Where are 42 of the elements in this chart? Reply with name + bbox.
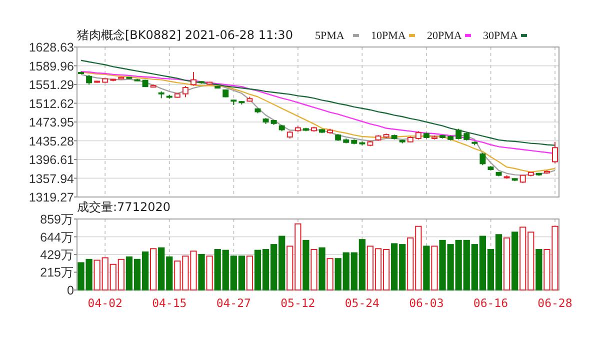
bar [246,256,254,290]
y-tick-label: 859万 [40,212,74,226]
bar [326,258,334,290]
legend-label: 20PMA [427,30,462,42]
chart-title: 猪肉概念[BK0882] 2021-06-28 11:30 [77,28,293,42]
bar [198,254,205,290]
y-tick-label: 1357.94 [28,172,74,186]
x-tick-label: 04-27 [216,296,252,310]
x-tick-label: 04-15 [152,296,187,310]
y-tick-label: 644万 [40,230,74,244]
legend-label: 5PMA [315,30,344,42]
legend-label: 10PMA [371,30,406,42]
bar [536,249,542,290]
y-tick-label: 1589.96 [28,59,74,74]
x-tick-label: 04-02 [88,296,122,310]
bar [423,246,430,290]
y-tick-label: 1512.62 [28,96,74,111]
bar [503,237,510,290]
bar [431,246,438,290]
bar [206,256,213,290]
y-tick-label: 429万 [40,248,74,262]
y-tick-label: 0 [67,284,74,298]
bar [318,247,326,290]
line-series [80,60,556,146]
bar [150,248,157,290]
x-tick-label: 05-12 [280,296,316,310]
legend-label: 30PMA [483,30,518,42]
y-tick-label: 1396.61 [28,153,74,167]
x-tick-label: 06-28 [538,296,572,310]
bar [512,232,518,290]
bar [310,249,318,290]
y-tick-label: 1435.28 [28,134,74,148]
y-tick-label: 1473.95 [28,116,74,130]
y-tick-label: 215万 [40,266,74,280]
x-tick-label: 06-03 [409,296,444,310]
y-tick-label: 1628.63 [28,40,74,54]
y-tick-label: 1551.29 [28,78,74,92]
chart-title: 成交量:7712020 [77,200,170,214]
y-tick-label: 1319.27 [28,190,74,204]
bar [302,240,310,290]
x-tick-label: 06-16 [473,296,508,310]
x-tick-label: 05-24 [344,296,380,310]
